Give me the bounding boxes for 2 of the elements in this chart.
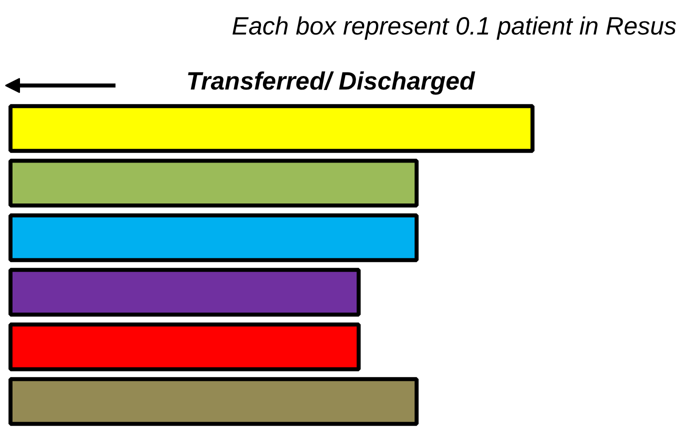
chart-title: Each box represent 0.1 patient in Resus — [232, 12, 677, 40]
text: Transferred/ Discharged — [186, 68, 476, 96]
